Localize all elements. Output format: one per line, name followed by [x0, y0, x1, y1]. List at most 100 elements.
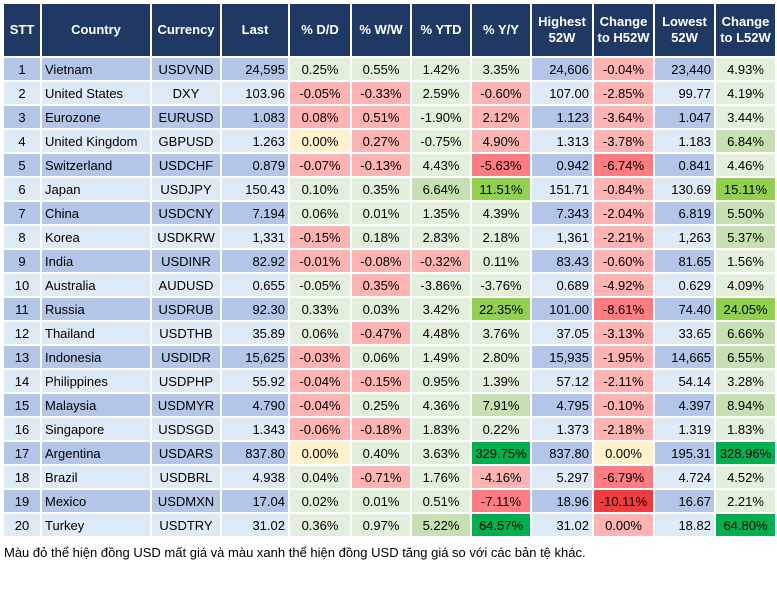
cell-change-to-h52w: -2.21% — [592, 224, 655, 250]
cell-lowest-52w: 99.77 — [653, 80, 716, 106]
cell-highest-52w: 1.373 — [530, 416, 594, 442]
cell-country: United States — [40, 80, 152, 106]
cell-pct-ytd: 5.22% — [410, 512, 472, 538]
table-row: 14 Philippines USDPHP 55.92 -0.04% -0.15% 0.95… — [2, 368, 777, 394]
cell-highest-52w: 0.942 — [530, 152, 594, 178]
cell-stt: 13 — [2, 344, 42, 370]
cell-pct-yy: 2.12% — [470, 104, 532, 130]
cell-pct-yy: -5.63% — [470, 152, 532, 178]
cell-pct-ww: 0.51% — [350, 104, 412, 130]
cell-currency: USDINR — [150, 248, 222, 274]
table-row: 7 China USDCNY 7.194 0.06% 0.01% 1.35% 4.39% 7.3… — [2, 200, 777, 226]
cell-country: Philippines — [40, 368, 152, 394]
cell-last: 103.96 — [220, 80, 290, 106]
column-header-pct-dd: % D/D — [288, 2, 352, 58]
cell-pct-dd: -0.03% — [288, 344, 352, 370]
cell-currency: USDARS — [150, 440, 222, 466]
cell-country: Brazil — [40, 464, 152, 490]
cell-pct-ytd: 3.63% — [410, 440, 472, 466]
cell-lowest-52w: 4.397 — [653, 392, 716, 418]
cell-currency: USDMXN — [150, 488, 222, 514]
cell-change-to-l52w: 6.55% — [714, 344, 777, 370]
cell-pct-ytd: 6.64% — [410, 176, 472, 202]
cell-pct-dd: -0.04% — [288, 368, 352, 394]
cell-change-to-l52w: 3.28% — [714, 368, 777, 394]
column-header-pct-ww: % W/W — [350, 2, 412, 58]
cell-lowest-52w: 1.319 — [653, 416, 716, 442]
cell-pct-yy: 7.91% — [470, 392, 532, 418]
cell-highest-52w: 18.96 — [530, 488, 594, 514]
cell-change-to-l52w: 4.19% — [714, 80, 777, 106]
cell-pct-dd: 0.08% — [288, 104, 352, 130]
cell-stt: 11 — [2, 296, 42, 322]
cell-lowest-52w: 1.183 — [653, 128, 716, 154]
cell-pct-yy: 2.80% — [470, 344, 532, 370]
cell-highest-52w: 1.313 — [530, 128, 594, 154]
cell-pct-ytd: -0.75% — [410, 128, 472, 154]
column-header-country: Country — [40, 2, 152, 58]
footnote: Màu đỏ thể hiện đồng USD mất giá và màu … — [4, 545, 586, 560]
cell-highest-52w: 1.123 — [530, 104, 594, 130]
cell-stt: 1 — [2, 56, 42, 82]
cell-lowest-52w: 130.69 — [653, 176, 716, 202]
cell-lowest-52w: 4.724 — [653, 464, 716, 490]
cell-pct-ww: 0.55% — [350, 56, 412, 82]
cell-pct-ytd: 4.36% — [410, 392, 472, 418]
cell-change-to-l52w: 2.21% — [714, 488, 777, 514]
cell-currency: USDPHP — [150, 368, 222, 394]
cell-pct-ytd: 1.76% — [410, 464, 472, 490]
cell-currency: USDTRY — [150, 512, 222, 538]
cell-lowest-52w: 1,263 — [653, 224, 716, 250]
cell-last: 35.89 — [220, 320, 290, 346]
table-row: 13 Indonesia USDIDR 15,625 -0.03% 0.06% 1.49% 2… — [2, 344, 777, 370]
cell-pct-ww: -0.71% — [350, 464, 412, 490]
cell-last: 15,625 — [220, 344, 290, 370]
cell-pct-yy: 4.39% — [470, 200, 532, 226]
cell-pct-dd: 0.04% — [288, 464, 352, 490]
cell-last: 0.655 — [220, 272, 290, 298]
cell-currency: AUDUSD — [150, 272, 222, 298]
cell-pct-ww: 0.25% — [350, 392, 412, 418]
cell-last: 1,331 — [220, 224, 290, 250]
cell-highest-52w: 151.71 — [530, 176, 594, 202]
cell-pct-yy: 2.18% — [470, 224, 532, 250]
cell-pct-yy: -3.76% — [470, 272, 532, 298]
cell-pct-ytd: 3.42% — [410, 296, 472, 322]
cell-change-to-h52w: -0.84% — [592, 176, 655, 202]
cell-pct-yy: 0.11% — [470, 248, 532, 274]
cell-change-to-l52w: 1.56% — [714, 248, 777, 274]
cell-last: 837.80 — [220, 440, 290, 466]
cell-change-to-h52w: -10.11% — [592, 488, 655, 514]
cell-currency: USDCNY — [150, 200, 222, 226]
cell-change-to-l52w: 6.66% — [714, 320, 777, 346]
cell-stt: 18 — [2, 464, 42, 490]
cell-pct-dd: -0.15% — [288, 224, 352, 250]
column-header-change-to-l52w: Change to L52W — [714, 2, 777, 58]
cell-change-to-h52w: -4.92% — [592, 272, 655, 298]
cell-change-to-h52w: -6.74% — [592, 152, 655, 178]
cell-pct-dd: 0.00% — [288, 440, 352, 466]
cell-change-to-l52w: 4.46% — [714, 152, 777, 178]
cell-pct-yy: 22.35% — [470, 296, 532, 322]
cell-last: 92.30 — [220, 296, 290, 322]
cell-pct-ww: 0.06% — [350, 344, 412, 370]
cell-change-to-l52w: 5.50% — [714, 200, 777, 226]
cell-stt: 5 — [2, 152, 42, 178]
cell-currency: USDRUB — [150, 296, 222, 322]
cell-currency: USDSGD — [150, 416, 222, 442]
cell-country: Switzerland — [40, 152, 152, 178]
column-header-pct-yy: % Y/Y — [470, 2, 532, 58]
cell-highest-52w: 15,935 — [530, 344, 594, 370]
cell-lowest-52w: 33.65 — [653, 320, 716, 346]
cell-change-to-h52w: -3.64% — [592, 104, 655, 130]
cell-change-to-h52w: -3.13% — [592, 320, 655, 346]
cell-pct-ytd: -1.90% — [410, 104, 472, 130]
cell-pct-yy: 11.51% — [470, 176, 532, 202]
cell-country: China — [40, 200, 152, 226]
cell-lowest-52w: 6.819 — [653, 200, 716, 226]
cell-pct-dd: -0.06% — [288, 416, 352, 442]
cell-lowest-52w: 1.047 — [653, 104, 716, 130]
cell-pct-dd: -0.05% — [288, 272, 352, 298]
cell-country: Australia — [40, 272, 152, 298]
column-header-change-to-h52w: Change to H52W — [592, 2, 655, 58]
